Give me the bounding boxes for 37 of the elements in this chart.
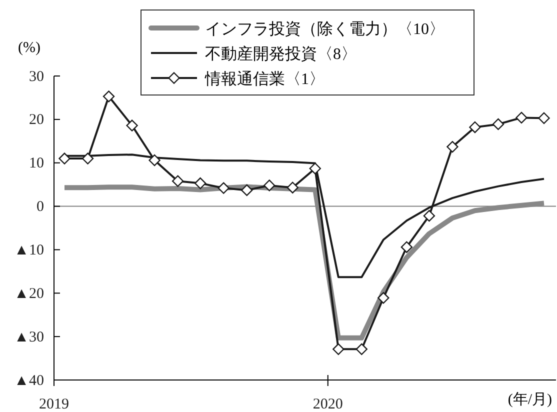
point [241, 184, 253, 196]
point [332, 343, 344, 356]
point [400, 241, 413, 253]
point [172, 175, 184, 187]
y-tick-label: ▲30 [14, 329, 44, 346]
point [469, 121, 481, 134]
legend-label: インフラ投資（除く電力）〈10〉 [205, 20, 445, 38]
legend-label: 不動産開発投資〈8〉 [205, 45, 357, 63]
y-tick-label: 30 [29, 68, 44, 85]
point [286, 182, 298, 194]
y-tick-label: 20 [29, 112, 44, 128]
y-tick-label: 0 [36, 199, 44, 216]
y-tick-label: ▲40 [14, 372, 44, 389]
point [126, 120, 138, 132]
point [446, 140, 458, 153]
point [82, 152, 94, 164]
point [264, 180, 276, 192]
y-axis-title: (%) [18, 40, 40, 56]
point [378, 292, 390, 304]
y-tick-label: 10 [29, 156, 44, 172]
point [148, 154, 160, 166]
point [309, 162, 321, 174]
legend-label: 情報通信業〈1〉 [204, 70, 325, 88]
point [58, 152, 70, 164]
point [492, 118, 504, 130]
point [102, 90, 115, 102]
point [538, 112, 550, 124]
x-axis-title: (年/月) [508, 391, 552, 408]
point [194, 177, 206, 190]
x-tick-label: 2019 [39, 396, 69, 412]
point [356, 343, 368, 356]
point [218, 182, 230, 194]
point [516, 112, 528, 124]
x-tick-label: 2020 [312, 396, 343, 412]
y-tick-label: ▲20 [14, 286, 44, 302]
point [423, 210, 436, 222]
y-tick-label: ▲10 [14, 242, 44, 259]
